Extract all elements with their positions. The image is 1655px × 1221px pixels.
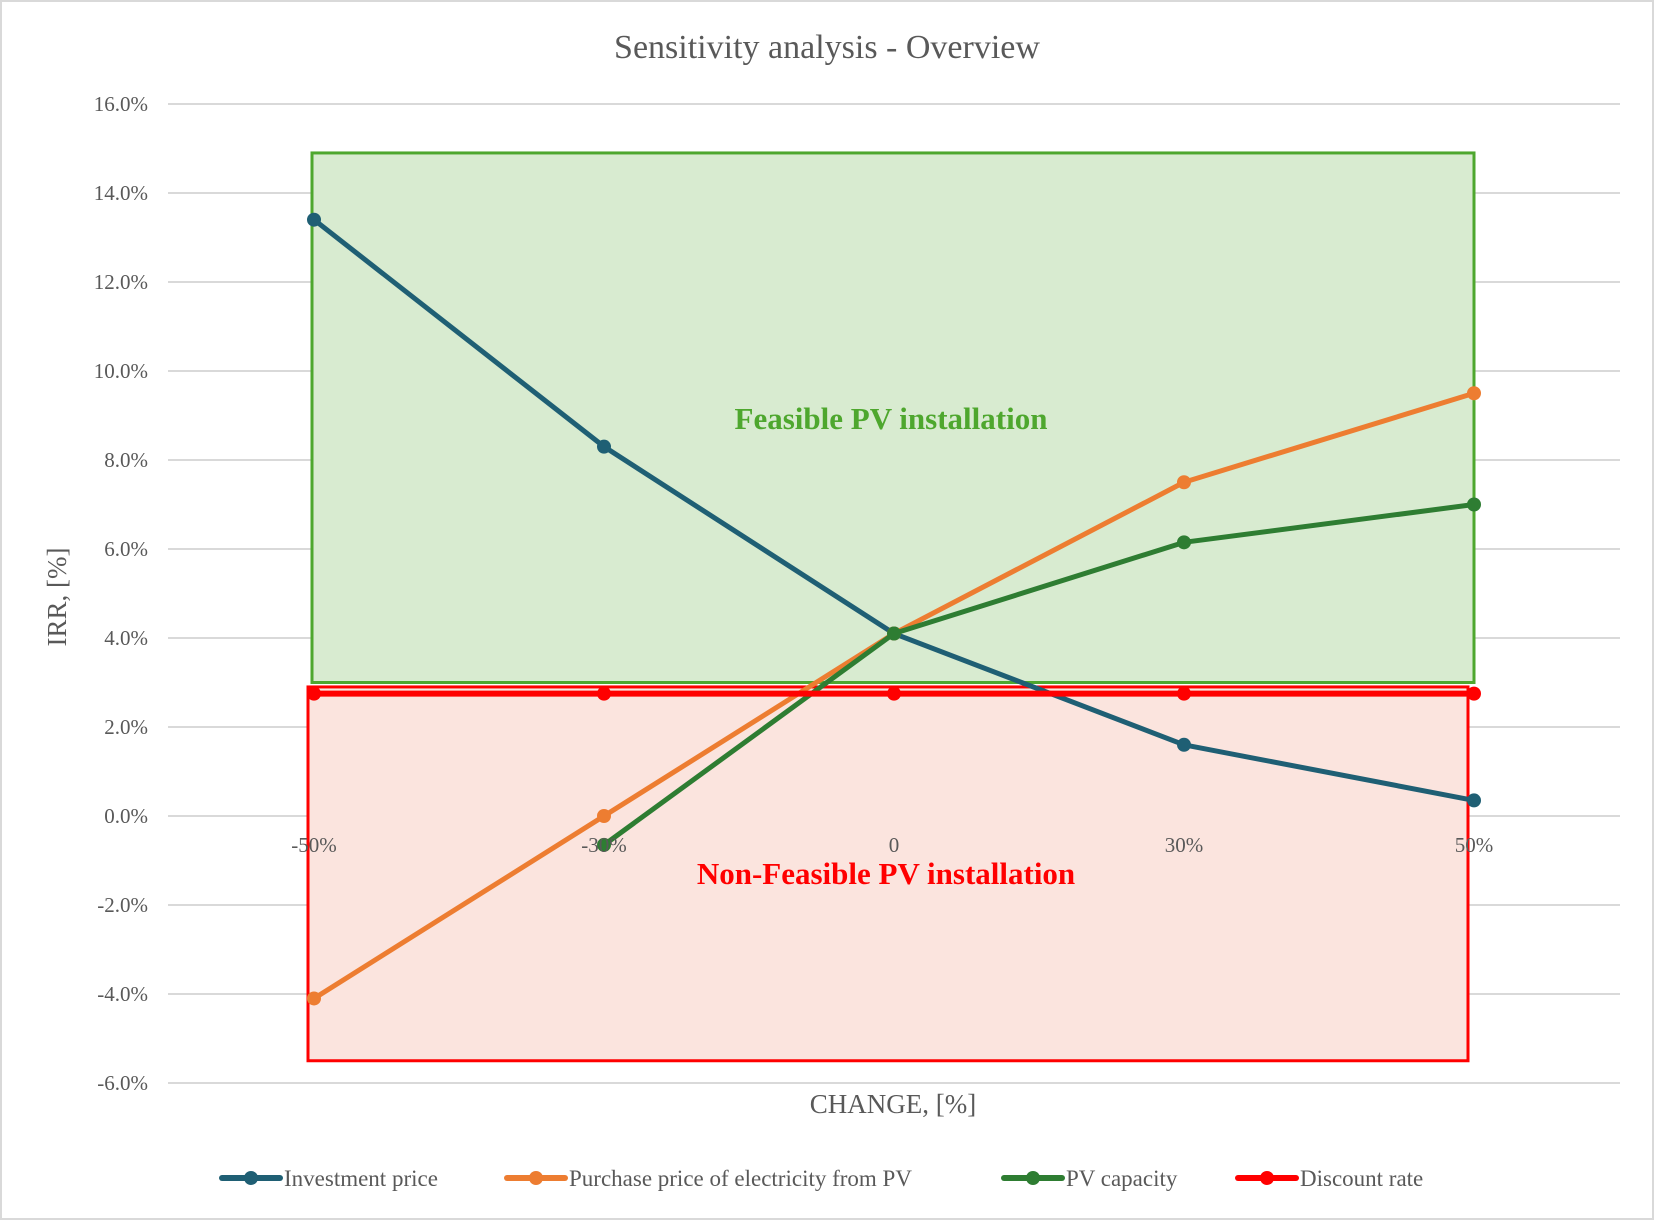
legend-item: Investment price (219, 1166, 438, 1191)
regions (306, 151, 1476, 1063)
chart-title: Sensitivity analysis - Overview (614, 29, 1040, 66)
y-axis-title: IRR, [%] (42, 548, 72, 647)
legend-label: Investment price (284, 1166, 438, 1191)
legend-item: PV capacity (1001, 1166, 1178, 1191)
data-point (597, 439, 611, 454)
y-tick-label: 16.0% (94, 92, 148, 116)
data-point (307, 686, 321, 701)
y-tick-label: 6.0% (104, 537, 148, 561)
y-tick-label: -4.0% (97, 982, 148, 1006)
region-labels: Feasible PV installation Non-Feasible PV … (697, 401, 1075, 891)
series-discount-rate (307, 686, 1481, 701)
legend-label: PV capacity (1066, 1166, 1178, 1191)
data-point (597, 686, 611, 701)
x-tick-label: 50% (1455, 833, 1494, 857)
data-point (887, 626, 901, 641)
data-point (1467, 497, 1481, 512)
legend-item: Discount rate (1235, 1166, 1423, 1191)
legend-item: Purchase price of electricity from PV (504, 1166, 912, 1191)
y-tick-label: 12.0% (94, 270, 148, 294)
data-point (597, 837, 611, 852)
feasible-label: Feasible PV installation (735, 401, 1048, 436)
y-tick-label: -6.0% (97, 1071, 148, 1095)
data-point (887, 686, 901, 701)
non-feasible-label: Non-Feasible PV installation (697, 856, 1075, 891)
y-tick-label: -2.0% (97, 893, 148, 917)
legend: Investment price Purchase price of electr… (219, 1166, 1423, 1191)
y-tick-label: 14.0% (94, 181, 148, 205)
legend-label: Purchase price of electricity from PV (569, 1166, 912, 1191)
data-point (307, 212, 321, 227)
legend-swatch-marker (244, 1171, 258, 1185)
x-tick-label: 0 (889, 833, 900, 857)
non-feasible-region (306, 685, 1470, 1063)
legend-swatch-marker (1026, 1171, 1040, 1185)
data-point (1467, 686, 1481, 701)
legend-swatch-marker (1260, 1171, 1274, 1185)
x-tick-label: 30% (1165, 833, 1204, 857)
x-tick-label: -30% (581, 833, 627, 857)
data-point (1177, 475, 1191, 490)
feasible-region (310, 151, 1476, 684)
x-tick-label: -50% (291, 833, 337, 857)
data-point (1177, 686, 1191, 701)
y-tick-label: 8.0% (104, 448, 148, 472)
y-tick-label: 2.0% (104, 715, 148, 739)
x-axis-title: CHANGE, [%] (810, 1089, 976, 1119)
y-tick-label: 0.0% (104, 804, 148, 828)
data-point (1467, 386, 1481, 401)
legend-swatch-marker (529, 1171, 543, 1185)
series-lines (307, 212, 1481, 1006)
data-point (1467, 793, 1481, 808)
data-point (597, 809, 611, 823)
x-tick-labels: -50% -30% 0 30% 50% (291, 833, 1493, 857)
y-tick-labels: 16.0% 14.0% 12.0% 10.0% 8.0% 6.0% 4.0% 2.0% 0.0%… (94, 92, 148, 1095)
y-tick-label: 4.0% (104, 626, 148, 650)
series-pv-capacity (597, 497, 1481, 852)
data-point (307, 991, 321, 1006)
legend-label: Discount rate (1300, 1166, 1423, 1191)
data-point (1177, 737, 1191, 752)
series-line (601, 502, 1477, 848)
data-point (1177, 535, 1191, 550)
y-tick-label: 10.0% (94, 359, 148, 383)
